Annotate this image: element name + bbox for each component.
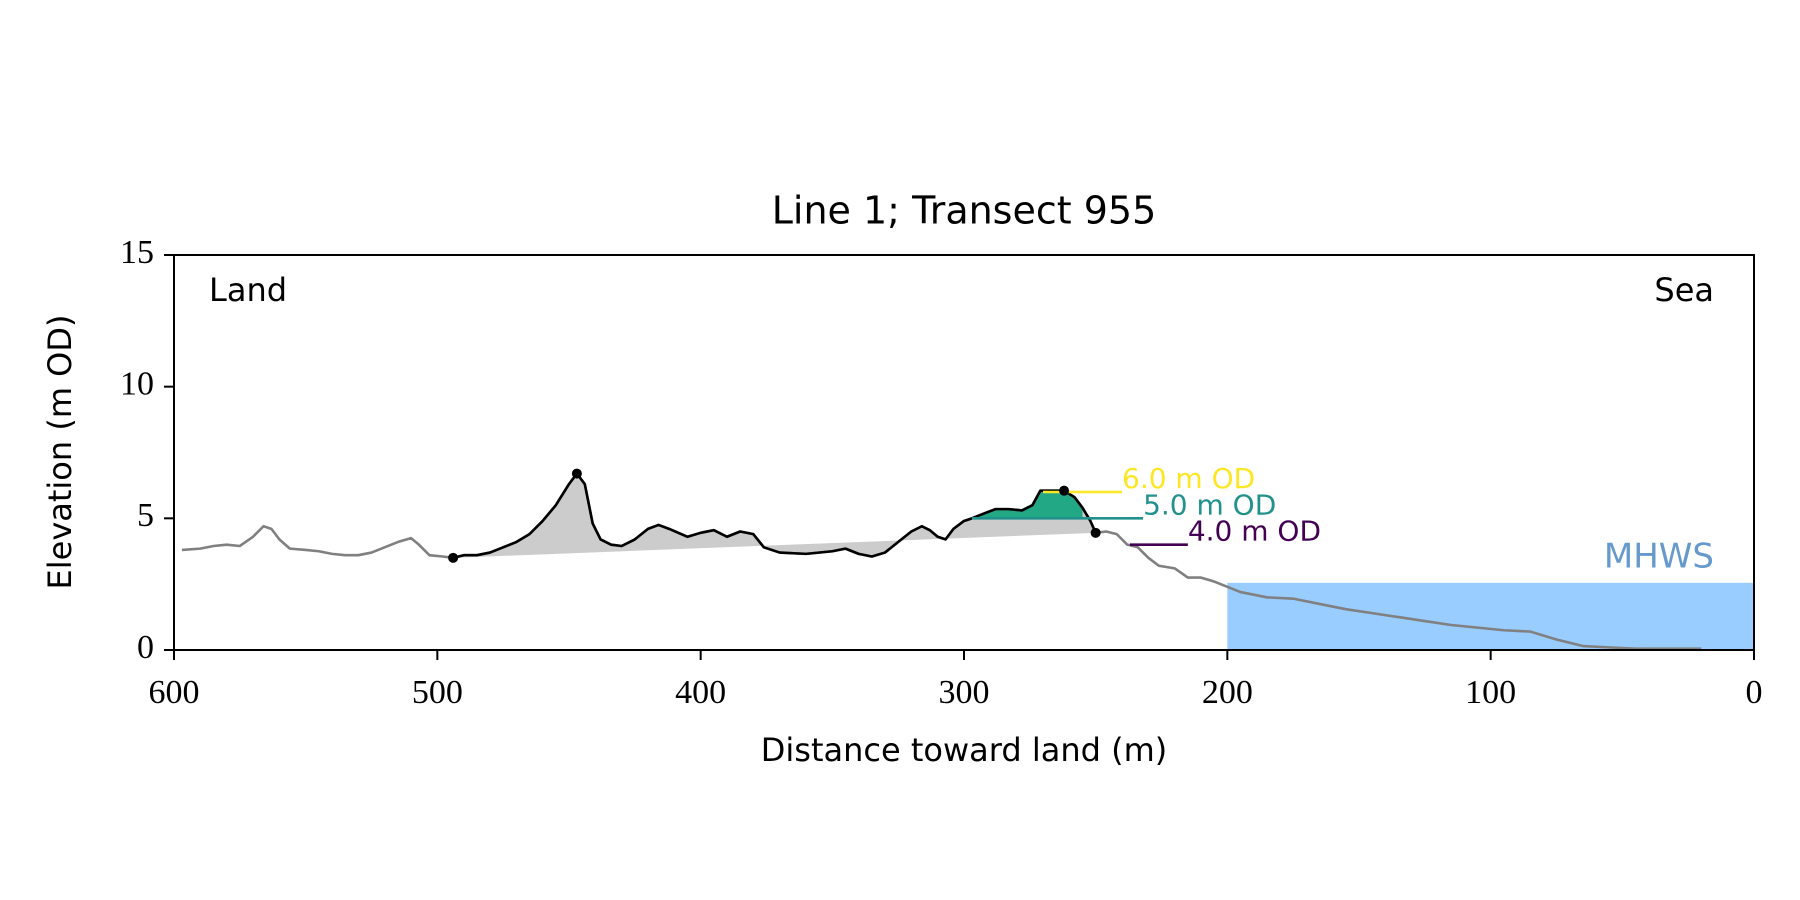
point [571,468,582,479]
annotation: Land [209,271,287,309]
mhws-band [1227,582,1754,650]
chart-title: Line 1; Transect 955 [772,189,1157,233]
annotation: Sea [1654,271,1714,309]
level-label: 6.0 m OD [1122,462,1255,495]
point [1059,485,1070,496]
x-tick-label: 300 [939,674,990,711]
y-tick-label: 0 [137,629,154,666]
dune-area [453,473,1096,558]
x-tick-label: 600 [149,674,200,711]
level-fill [971,490,1083,519]
y-tick-label: 5 [137,497,154,534]
x-tick-label: 100 [1465,674,1516,711]
y-axis-label: Elevation (m OD) [41,315,79,590]
x-tick-label: 400 [675,674,726,711]
level-label: 5.0 m OD [1143,488,1276,521]
point [1090,527,1101,538]
x-axis-label: Distance toward land (m) [761,731,1167,769]
x-tick-label: 0 [1746,674,1763,711]
profile-line [452,472,1097,560]
x-tick-label: 200 [1202,674,1253,711]
mhws-label: MHWS [1604,536,1714,576]
x-tick-label: 500 [412,674,463,711]
level-label: 4.0 m OD [1188,515,1321,548]
y-tick-label: 10 [120,365,154,402]
y-tick-label: 15 [120,234,154,271]
point [448,552,459,563]
